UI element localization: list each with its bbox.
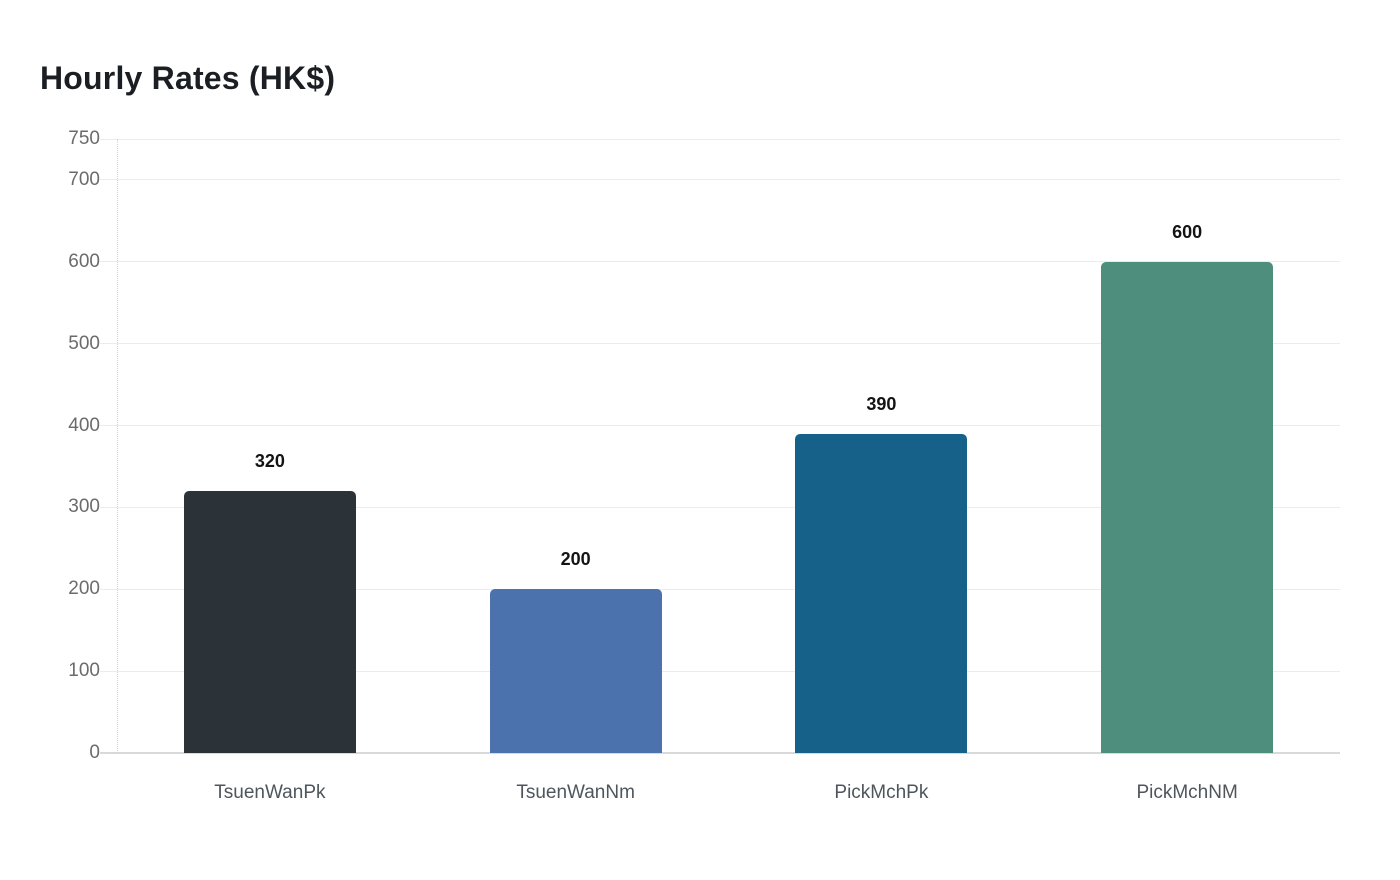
bar-TsuenWanNm[interactable] [489,589,662,753]
bar-value-label: 320 [254,451,285,472]
x-axis-category-label: TsuenWanPk [214,782,326,803]
x-axis-category-label: PickMchNM [1136,782,1238,803]
y-axis-tick-label: 300 [68,496,100,518]
y-axis-tick-label: 600 [68,250,100,272]
y-axis-tick-label: 400 [68,414,100,436]
bar-TsuenWanPk[interactable] [183,491,356,753]
gridline [100,138,1340,140]
y-axis-tick-label: 700 [68,168,100,190]
gridline [100,179,1340,181]
y-axis-tick-label: 750 [68,128,100,149]
gridline [100,506,1340,508]
gridline [100,425,1340,427]
y-axis-line [117,139,118,753]
y-axis-tick-label: 0 [89,742,100,763]
x-axis-line [100,752,1340,754]
bar-PickMchNM[interactable] [1101,261,1274,753]
gridline [100,670,1340,672]
gridline [100,588,1340,590]
x-axis-category-label: TsuenWanNm [516,782,635,803]
chart-title: Hourly Rates (HK$) [40,60,336,96]
y-axis-tick-label: 500 [68,332,100,354]
gridline [100,343,1340,345]
bar-value-label: 200 [560,549,591,570]
bar-value-label: 390 [866,393,897,414]
bar-PickMchPk[interactable] [795,433,968,753]
y-axis-tick-label: 200 [68,578,100,600]
bar-value-label: 600 [1172,221,1203,242]
x-axis-category-label: PickMchPk [834,782,929,803]
gridline [100,261,1340,263]
y-axis-tick-label: 100 [68,660,100,682]
